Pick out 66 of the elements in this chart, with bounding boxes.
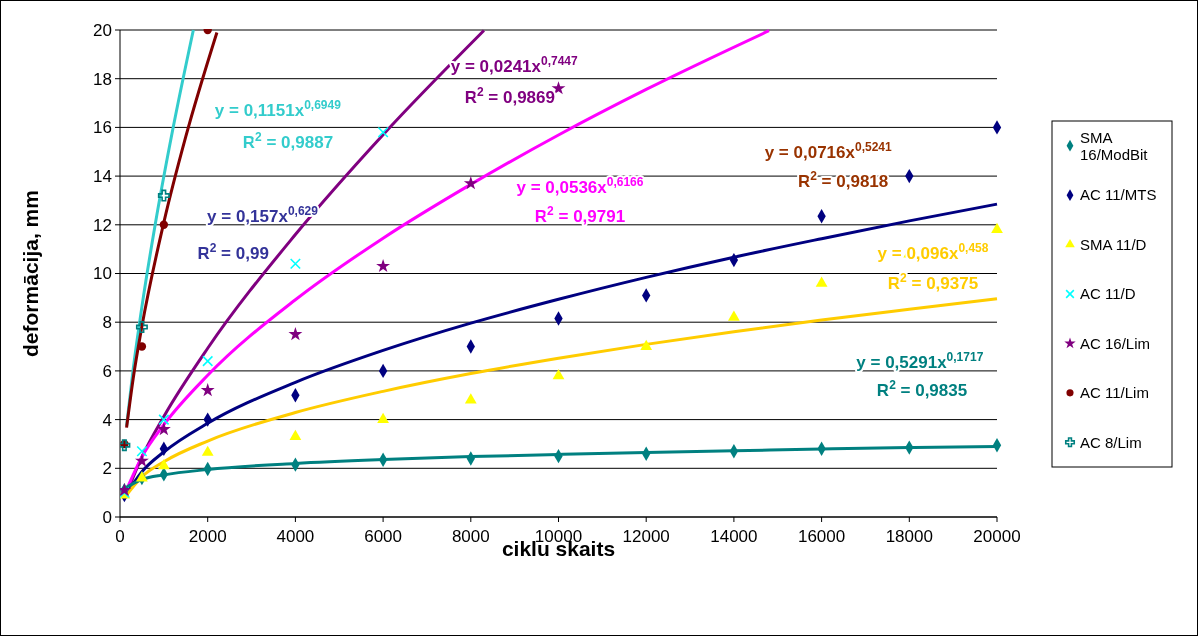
point xyxy=(991,222,1003,234)
point xyxy=(640,339,653,350)
annotation: y = 0,0241x$^{0,7447}$ xyxy=(450,54,579,77)
x-tick-label: 14000 xyxy=(710,527,758,546)
point xyxy=(135,321,148,334)
point xyxy=(159,220,169,229)
x-tick-label: 16000 xyxy=(797,527,846,546)
annotation: R$^{2}$ = 0,9835 xyxy=(876,378,968,401)
legend-label: AC 16/Lim xyxy=(1080,334,1151,352)
point xyxy=(289,258,301,270)
x-tick-label: 12000 xyxy=(622,527,670,546)
annotation: y = 0,1151x$^{0,6949}$ xyxy=(214,98,342,121)
point xyxy=(200,383,215,397)
point xyxy=(136,471,148,482)
point xyxy=(289,429,302,441)
annotation: R$^{2}$ = 0,9791 xyxy=(534,204,626,227)
x-tick-label: 2000 xyxy=(188,527,227,546)
point xyxy=(815,276,828,287)
y-tick-label: 20 xyxy=(93,20,112,40)
x-tick-label: 20000 xyxy=(973,527,1021,546)
x-tick-label: 8000 xyxy=(451,527,490,546)
annotation: y = 0,0716x$^{0,5241}$ xyxy=(764,139,892,162)
annotation: R$^{2}$ = 0,9869 xyxy=(464,84,555,107)
point xyxy=(376,258,391,273)
point xyxy=(158,414,170,426)
point xyxy=(156,422,171,436)
y-axis-title: deformācija, mm xyxy=(19,190,42,357)
point xyxy=(464,393,477,404)
annotation: R$^{2}$ = 0,9887 xyxy=(242,129,334,152)
legend-label: SMA 11/D xyxy=(1080,235,1147,253)
point xyxy=(377,126,389,138)
point xyxy=(288,327,303,341)
legend-label: SMA 16/ModBit xyxy=(1080,128,1149,164)
y-tick-label: 6 xyxy=(102,361,112,381)
point xyxy=(202,355,214,367)
x-tick-label: 18000 xyxy=(885,527,933,546)
point xyxy=(463,176,478,190)
y-tick-label: 0 xyxy=(102,507,112,527)
y-tick-label: 14 xyxy=(93,167,112,187)
point xyxy=(157,459,170,470)
x-tick-label: 0 xyxy=(115,527,125,546)
legend-label: AC 11/Lim xyxy=(1080,384,1149,402)
y-tick-label: 8 xyxy=(102,313,112,333)
x-tick-label: 6000 xyxy=(364,527,403,546)
y-tick-label: 16 xyxy=(93,118,112,138)
legend-label: AC 11/D xyxy=(1080,285,1136,303)
legend-label: AC 11/MTS xyxy=(1080,186,1157,204)
point xyxy=(136,445,148,457)
y-tick-label: 2 xyxy=(102,459,112,479)
x-tick-label: 4000 xyxy=(276,527,315,546)
point xyxy=(201,445,214,456)
y-tick-label: 10 xyxy=(93,264,112,284)
annotation: y = 0,096x$^{0,458}$ xyxy=(877,240,989,263)
annotation: R$^{2}$ = 0,99 xyxy=(197,240,269,263)
point xyxy=(552,368,565,380)
y-tick-label: 12 xyxy=(93,215,112,235)
y-tick-label: 4 xyxy=(102,410,112,430)
point xyxy=(157,189,170,202)
point xyxy=(728,310,740,321)
point xyxy=(377,412,389,423)
point xyxy=(134,453,149,467)
y-tick-label: 18 xyxy=(93,69,112,89)
annotation: y = 0,0536x$^{0,6166}$ xyxy=(516,175,644,198)
legend-label: AC 8/Lim xyxy=(1080,433,1142,451)
annotation: R$^{2}$ = 0,9375 xyxy=(887,271,979,294)
annotation: y = 0,5291x$^{0,1717}$ xyxy=(856,350,984,373)
